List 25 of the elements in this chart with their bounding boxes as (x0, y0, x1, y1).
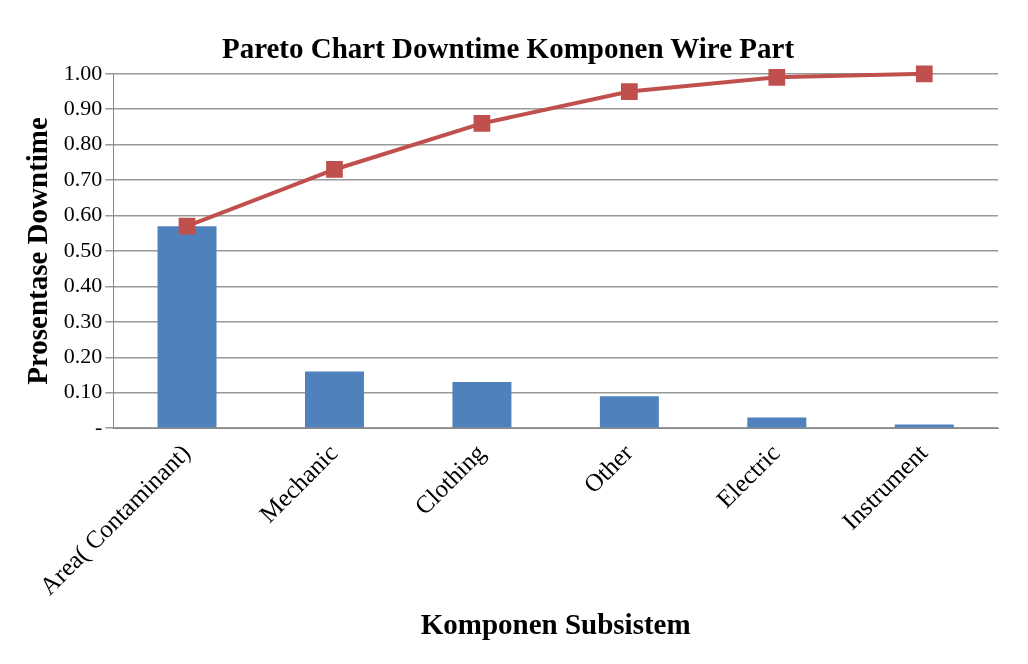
x-axis-title: Komponen Subsistem (420, 608, 691, 641)
point (621, 83, 638, 100)
y-tick-label: 0.20 (63, 343, 103, 369)
y-tick-label: 0.60 (63, 201, 103, 227)
point (473, 115, 491, 132)
y-tick-label: 0.10 (63, 378, 103, 404)
y-tick-label: 0.70 (63, 165, 103, 191)
point (326, 161, 343, 178)
bar (599, 396, 659, 428)
point (178, 217, 196, 235)
y-tick-label: 0.30 (63, 307, 103, 333)
y-tick-label: 0.80 (63, 130, 103, 156)
y-tick-label: - (94, 413, 103, 439)
bar (304, 371, 364, 428)
chart-title: Pareto Chart Downtime Komponen Wire Part (221, 31, 795, 64)
bar (747, 417, 807, 428)
y-tick-label: 0.40 (63, 272, 103, 298)
point (915, 65, 933, 83)
y-tick-label: 0.90 (63, 95, 103, 121)
point (768, 68, 786, 86)
bar (157, 226, 217, 428)
bar (452, 382, 512, 428)
y-tick-label: 1.00 (63, 59, 103, 85)
y-tick-label: 0.50 (63, 236, 103, 262)
y-axis-title: Prosentase Downtime (20, 117, 53, 385)
